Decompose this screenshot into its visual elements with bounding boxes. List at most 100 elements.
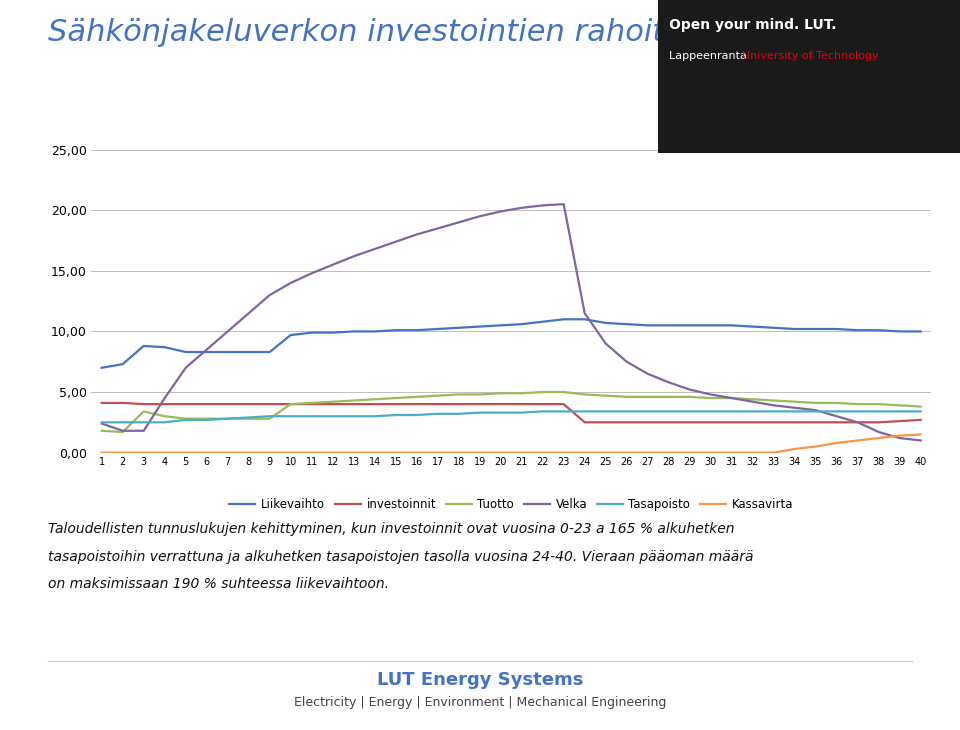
Velka	[369, 245, 380, 253]
Kassavirta	[327, 448, 339, 457]
Kassavirta	[516, 448, 527, 457]
Liikevaihto	[558, 315, 569, 323]
Velka	[873, 428, 884, 437]
Liikevaihto	[915, 327, 926, 336]
Liikevaihto	[831, 325, 843, 334]
Velka	[558, 200, 569, 209]
Kassavirta	[621, 448, 633, 457]
Tuotto	[369, 395, 380, 404]
Text: Taloudellisten tunnuslukujen kehittyminen, kun investoinnit ovat vuosina 0-23 a : Taloudellisten tunnuslukujen kehittymine…	[48, 522, 734, 536]
Tuotto	[558, 388, 569, 396]
Tasapoisto	[327, 412, 339, 420]
Velka	[495, 207, 507, 216]
Tasapoisto	[390, 411, 401, 420]
Kassavirta	[306, 448, 318, 457]
Tuotto	[432, 391, 444, 400]
Velka	[243, 309, 254, 318]
Velka	[432, 224, 444, 233]
Tuotto	[705, 393, 716, 402]
Kassavirta	[495, 448, 507, 457]
Tuotto	[537, 388, 548, 396]
Tuotto	[474, 390, 486, 399]
Kassavirta	[663, 448, 675, 457]
Kassavirta	[285, 448, 297, 457]
Kassavirta	[831, 439, 843, 447]
Velka	[411, 230, 422, 239]
Tasapoisto	[432, 410, 444, 418]
investoinnit	[264, 400, 276, 409]
Tasapoisto	[705, 407, 716, 416]
Tasapoisto	[642, 407, 654, 416]
Line: Kassavirta: Kassavirta	[102, 434, 921, 453]
Velka	[705, 390, 716, 399]
Tuotto	[726, 393, 737, 402]
Liikevaihto	[138, 342, 150, 350]
Liikevaihto	[369, 327, 380, 336]
Liikevaihto	[306, 328, 318, 337]
investoinnit	[474, 400, 486, 409]
Tuotto	[684, 393, 695, 402]
Line: Velka: Velka	[102, 204, 921, 440]
Velka	[96, 419, 108, 428]
investoinnit	[810, 418, 822, 426]
Tuotto	[600, 391, 612, 400]
Kassavirta	[894, 431, 905, 440]
Tuotto	[747, 395, 758, 404]
investoinnit	[537, 400, 548, 409]
investoinnit	[663, 418, 675, 426]
Liikevaihto	[243, 347, 254, 356]
Kassavirta	[369, 448, 380, 457]
Tuotto	[810, 399, 822, 407]
investoinnit	[684, 418, 695, 426]
Kassavirta	[117, 448, 129, 457]
Tasapoisto	[264, 412, 276, 420]
Kassavirta	[705, 448, 716, 457]
Liikevaihto	[642, 321, 654, 330]
Line: Liikevaihto: Liikevaihto	[102, 319, 921, 368]
Kassavirta	[201, 448, 212, 457]
Velka	[579, 309, 590, 318]
Liikevaihto	[663, 321, 675, 330]
Liikevaihto	[747, 322, 758, 331]
Kassavirta	[264, 448, 276, 457]
investoinnit	[348, 400, 359, 409]
Velka	[180, 364, 191, 372]
Velka	[663, 378, 675, 387]
Tuotto	[306, 399, 318, 407]
Liikevaihto	[579, 315, 590, 323]
investoinnit	[579, 418, 590, 426]
investoinnit	[789, 418, 801, 426]
Tasapoisto	[579, 407, 590, 416]
Text: Open your mind. LUT.: Open your mind. LUT.	[669, 18, 836, 32]
investoinnit	[453, 400, 465, 409]
investoinnit	[516, 400, 527, 409]
Tasapoisto	[159, 418, 171, 426]
investoinnit	[201, 400, 212, 409]
Line: Tasapoisto: Tasapoisto	[102, 412, 921, 422]
Text: Lappeenranta: Lappeenranta	[669, 51, 751, 61]
Tasapoisto	[453, 410, 465, 418]
Liikevaihto	[264, 347, 276, 356]
Liikevaihto	[96, 364, 108, 372]
Tasapoisto	[747, 407, 758, 416]
Tuotto	[159, 412, 171, 420]
Tasapoisto	[768, 407, 780, 416]
Tuotto	[663, 393, 675, 402]
investoinnit	[243, 400, 254, 409]
investoinnit	[138, 400, 150, 409]
Kassavirta	[915, 430, 926, 439]
Liikevaihto	[453, 323, 465, 332]
Tasapoisto	[201, 415, 212, 424]
Text: on maksimissaan 190 % suhteessa liikevaihtoon.: on maksimissaan 190 % suhteessa liikevai…	[48, 577, 389, 591]
investoinnit	[96, 399, 108, 407]
Kassavirta	[579, 448, 590, 457]
Liikevaihto	[432, 325, 444, 334]
Kassavirta	[180, 448, 191, 457]
Velka	[348, 252, 359, 261]
Tuotto	[495, 389, 507, 398]
Line: Tuotto: Tuotto	[102, 392, 921, 432]
Liikevaihto	[390, 326, 401, 334]
Kassavirta	[810, 442, 822, 451]
Kassavirta	[390, 448, 401, 457]
Velka	[852, 418, 863, 426]
